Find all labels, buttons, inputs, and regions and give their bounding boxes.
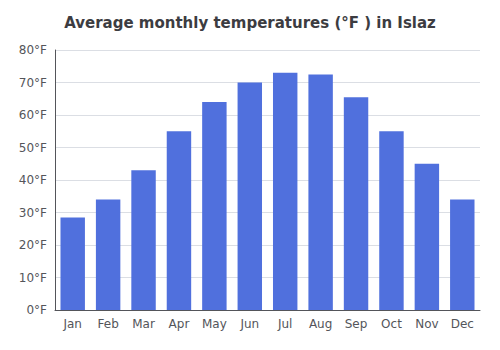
svg-text:Oct: Oct <box>381 317 402 331</box>
svg-text:Nov: Nov <box>415 317 438 331</box>
svg-text:Aug: Aug <box>309 317 332 331</box>
svg-text:Jun: Jun <box>239 317 259 331</box>
svg-text:70°F: 70°F <box>19 76 47 90</box>
svg-text:50°F: 50°F <box>19 141 47 155</box>
svg-text:10°F: 10°F <box>19 271 47 285</box>
svg-text:0°F: 0°F <box>26 303 47 317</box>
svg-text:Jul: Jul <box>277 317 292 331</box>
svg-text:60°F: 60°F <box>19 108 47 122</box>
svg-text:Average monthly temperatures (: Average monthly temperatures (°F ) in Is… <box>64 14 436 32</box>
svg-text:Jan: Jan <box>62 317 82 331</box>
svg-text:Sep: Sep <box>345 317 368 331</box>
svg-text:Feb: Feb <box>98 317 119 331</box>
svg-text:30°F: 30°F <box>19 206 47 220</box>
svg-text:40°F: 40°F <box>19 173 47 187</box>
svg-text:80°F: 80°F <box>19 43 47 57</box>
svg-text:Dec: Dec <box>451 317 474 331</box>
svg-text:May: May <box>202 317 227 331</box>
svg-text:Mar: Mar <box>132 317 155 331</box>
svg-text:Apr: Apr <box>169 317 190 331</box>
svg-text:20°F: 20°F <box>19 238 47 252</box>
